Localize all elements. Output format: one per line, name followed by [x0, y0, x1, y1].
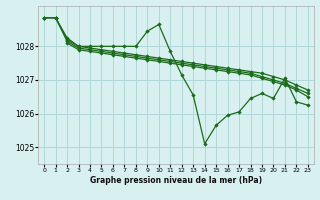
X-axis label: Graphe pression niveau de la mer (hPa): Graphe pression niveau de la mer (hPa) — [90, 176, 262, 185]
